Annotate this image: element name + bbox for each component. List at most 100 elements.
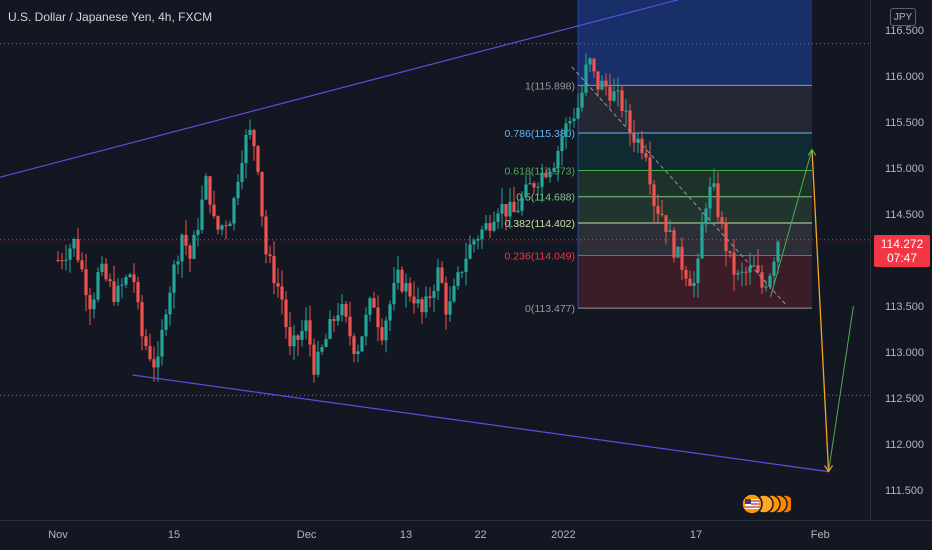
candle: [672, 230, 676, 258]
candle: [300, 330, 304, 340]
candle: [440, 267, 444, 283]
candle: [608, 86, 612, 101]
candle: [760, 272, 764, 288]
candle: [460, 271, 464, 273]
candle: [292, 335, 296, 347]
time-axis-label: 2022: [551, 529, 575, 541]
fib-zone: [578, 255, 812, 309]
price-axis-label: 113.000: [885, 347, 924, 359]
candle: [592, 58, 596, 72]
candle: [508, 201, 512, 217]
candle: [388, 304, 392, 321]
candle: [260, 172, 264, 217]
price-axis-label: 116.500: [885, 25, 924, 37]
candle: [204, 176, 208, 200]
candle: [112, 281, 116, 302]
candle: [572, 118, 576, 121]
candle: [616, 90, 620, 92]
currency-button[interactable]: JPY: [890, 8, 916, 26]
candle: [96, 272, 100, 300]
candle: [288, 327, 292, 347]
candle: [320, 346, 324, 352]
candle: [420, 299, 424, 313]
candle: [660, 213, 664, 216]
fib-level-label: 0.5(114.688): [516, 192, 575, 204]
candle: [688, 278, 692, 286]
candle: [744, 271, 748, 273]
candle: [776, 241, 780, 262]
economic-events-icon[interactable]: [741, 493, 791, 515]
time-axis-label: Nov: [48, 529, 68, 541]
candle: [200, 199, 204, 230]
candle: [528, 183, 532, 185]
candle: [144, 336, 148, 347]
candle: [656, 206, 660, 214]
candle: [380, 327, 384, 341]
candle: [752, 265, 756, 267]
candle: [92, 299, 96, 310]
candle: [456, 272, 460, 286]
candle: [392, 282, 396, 305]
candle: [268, 254, 272, 257]
candle: [308, 320, 312, 345]
candle: [108, 279, 112, 282]
candle: [228, 223, 232, 227]
candle: [60, 260, 64, 262]
candle: [696, 258, 700, 283]
candle: [68, 248, 72, 260]
fib-zone: [578, 0, 812, 86]
candle: [416, 299, 420, 304]
symbol-title[interactable]: U.S. Dollar / Japanese Yen, 4h, FXCM: [8, 10, 213, 24]
candle: [104, 263, 108, 280]
candle: [768, 275, 772, 287]
candle: [548, 171, 552, 178]
candle: [396, 269, 400, 283]
candle: [552, 167, 556, 172]
candle: [252, 129, 256, 147]
candle: [576, 107, 580, 119]
candle: [120, 284, 124, 286]
channel-bottom-line: [132, 374, 829, 473]
time-axis-label: Dec: [297, 529, 317, 541]
candle: [156, 356, 160, 368]
candle: [476, 239, 480, 241]
candle: [368, 298, 372, 315]
candle: [748, 266, 752, 273]
candle: [444, 282, 448, 315]
candle: [464, 258, 468, 272]
price-axis-label: 111.500: [885, 485, 923, 497]
candle: [488, 223, 492, 231]
candle: [272, 256, 276, 284]
candle: [756, 265, 760, 273]
candle: [116, 285, 120, 302]
candle: [224, 225, 228, 227]
candle: [196, 229, 200, 235]
time-axis-label: 15: [168, 529, 180, 541]
candle: [376, 307, 380, 328]
candle: [348, 316, 352, 337]
candle: [172, 264, 176, 293]
candle: [724, 222, 728, 252]
candle: [516, 210, 520, 213]
candle: [568, 120, 572, 124]
candle: [540, 172, 544, 187]
candle: [532, 183, 536, 188]
candle: [628, 110, 632, 134]
projection-line-down: [811, 149, 830, 472]
projection-arrowhead: [807, 148, 817, 156]
candle: [332, 319, 336, 321]
trend-lines: [0, 0, 854, 473]
candle: [600, 80, 604, 90]
candle: [704, 208, 708, 225]
candle: [684, 269, 688, 279]
candle: [360, 336, 364, 352]
fib-level-label: 0(113.477): [525, 303, 575, 315]
candle: [240, 163, 244, 182]
candle: [564, 123, 568, 137]
candle: [124, 277, 128, 285]
candle: [668, 230, 672, 232]
candle: [716, 183, 720, 218]
candle: [712, 183, 716, 187]
candle: [328, 319, 332, 339]
